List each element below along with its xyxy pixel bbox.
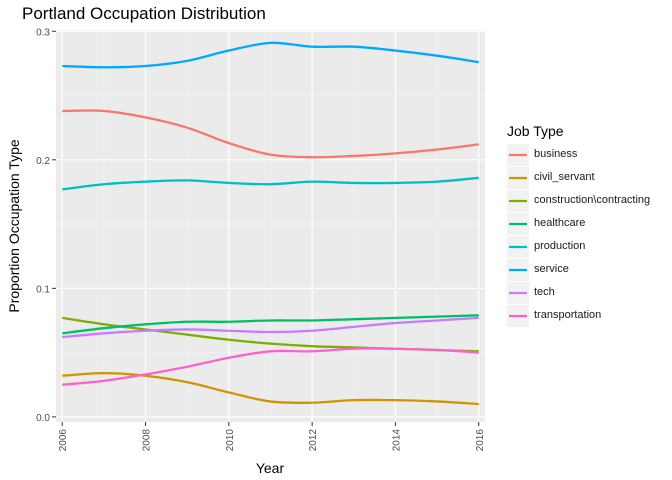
x-axis: 2006 2008 2010 2012 2014 2016	[58, 422, 486, 451]
x-tick-label: 2012	[308, 429, 319, 452]
legend-label: tech	[534, 286, 555, 298]
series-line-production	[62, 176, 479, 191]
legend-keys	[507, 144, 529, 327]
legend-label: production	[534, 240, 586, 252]
x-axis-title: Year	[256, 460, 285, 476]
series-line-service	[62, 41, 479, 69]
series-line-business	[62, 109, 479, 159]
y-tick-label: 0.3	[36, 27, 50, 38]
legend-label: civil_servant	[534, 171, 595, 183]
y-tick-label: 0.2	[36, 156, 50, 167]
chart-title: Portland Occupation Distribution	[22, 4, 266, 23]
minor-gridlines	[56, 30, 485, 422]
y-axis: 0.0 0.1 0.2 0.3	[36, 27, 56, 424]
y-tick-label: 0.1	[36, 284, 50, 295]
y-tick-label: 0.0	[36, 413, 50, 424]
legend-label: transportation	[534, 309, 602, 321]
legend-label: business	[534, 148, 578, 160]
series-line-healthcare	[62, 314, 479, 335]
legend-label: service	[534, 263, 569, 275]
series-line-tech	[62, 316, 479, 339]
series-lines	[62, 41, 479, 406]
major-gridlines	[56, 30, 485, 422]
series-line-civil-servant	[62, 372, 479, 406]
legend-label: construction\contracting	[534, 194, 651, 206]
y-axis-title: Proportion Occupation Type	[6, 139, 22, 313]
x-tick-label: 2016	[475, 429, 486, 452]
series-line-transportation	[62, 347, 479, 386]
x-tick-label: 2008	[142, 429, 153, 452]
legend-title: Job Type	[507, 123, 564, 139]
legend-label: healthcare	[534, 217, 586, 229]
x-tick-label: 2006	[58, 429, 69, 452]
x-tick-label: 2010	[225, 429, 236, 452]
x-tick-label: 2014	[391, 429, 402, 452]
